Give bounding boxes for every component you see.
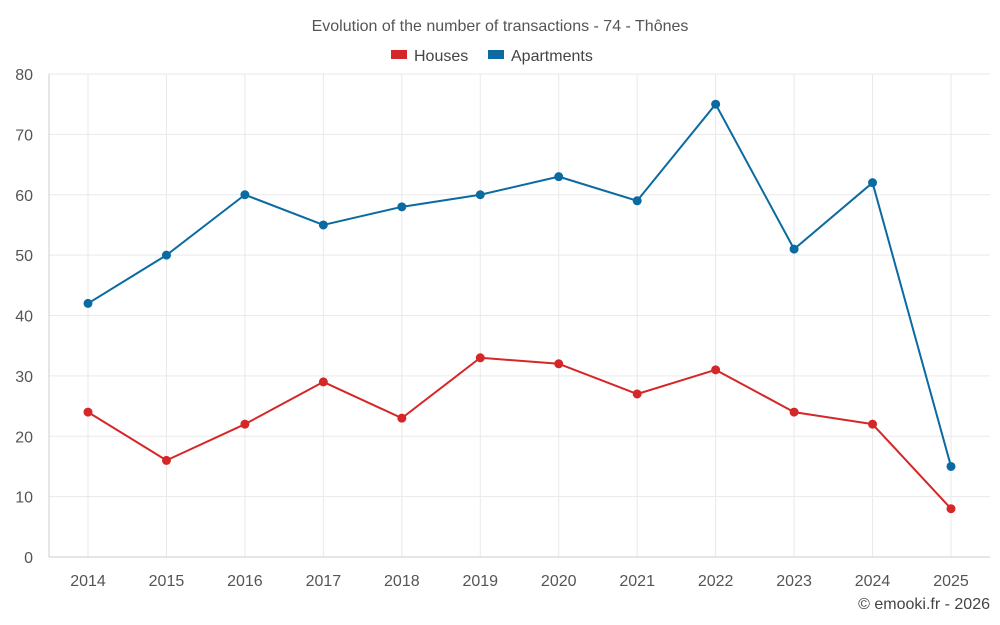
legend-label-houses[interactable]: Houses — [414, 48, 468, 65]
point-houses-2024[interactable] — [868, 419, 878, 429]
point-apartments-2025[interactable] — [946, 461, 956, 471]
y-tick-label-0: 0 — [24, 550, 33, 567]
series-line-apartments — [87, 103, 952, 467]
y-tick-label-70: 70 — [15, 127, 33, 144]
x-tick-label-2023: 2023 — [776, 573, 812, 590]
legend-swatch-houses[interactable] — [391, 50, 407, 59]
point-apartments-2024[interactable] — [868, 178, 878, 188]
point-apartments-2020[interactable] — [554, 172, 564, 182]
y-tick-label-80: 80 — [15, 67, 33, 84]
chart-credit: © emooki.fr - 2026 — [858, 596, 990, 613]
point-houses-2015[interactable] — [161, 455, 171, 465]
x-tick-label-2022: 2022 — [698, 573, 734, 590]
point-apartments-2017[interactable] — [318, 220, 328, 230]
point-apartments-2015[interactable] — [161, 250, 171, 260]
point-houses-2014[interactable] — [83, 407, 93, 417]
point-houses-2023[interactable] — [789, 407, 799, 417]
x-tick-label-2016: 2016 — [227, 573, 263, 590]
axes: 0 10 20 30 40 50 60 70 80 2014 2015 2016 2017 2018 201… — [15, 67, 990, 590]
point-houses-2021[interactable] — [632, 389, 642, 399]
point-apartments-2021[interactable] — [632, 196, 642, 206]
legend-label-apartments[interactable]: Apartments — [511, 48, 593, 65]
point-houses-2020[interactable] — [554, 359, 564, 369]
y-tick-label-20: 20 — [15, 429, 33, 446]
series-line-houses — [87, 356, 952, 510]
chart-title: Evolution of the number of transactions … — [312, 18, 689, 35]
point-houses-2018[interactable] — [397, 413, 407, 423]
x-tick-label-2019: 2019 — [462, 573, 498, 590]
y-tick-label-60: 60 — [15, 188, 33, 205]
point-houses-2022[interactable] — [711, 365, 721, 375]
point-apartments-2019[interactable] — [475, 190, 485, 200]
point-apartments-2016[interactable] — [240, 190, 250, 200]
point-apartments-2022[interactable] — [711, 99, 721, 109]
x-tick-label-2014: 2014 — [70, 573, 106, 590]
x-tick-label-2017: 2017 — [306, 573, 342, 590]
series-apartments — [83, 99, 956, 471]
point-apartments-2018[interactable] — [397, 202, 407, 212]
y-tick-label-10: 10 — [15, 490, 33, 507]
y-tick-label-50: 50 — [15, 248, 33, 265]
legend-swatch-apartments[interactable] — [488, 50, 504, 59]
x-tick-label-2018: 2018 — [384, 573, 420, 590]
grid — [49, 73, 990, 558]
point-apartments-2014[interactable] — [83, 298, 93, 308]
y-tick-label-30: 30 — [15, 369, 33, 386]
x-tick-label-2015: 2015 — [149, 573, 185, 590]
point-houses-2017[interactable] — [318, 377, 328, 387]
point-houses-2019[interactable] — [475, 353, 485, 363]
x-tick-label-2025: 2025 — [933, 573, 969, 590]
point-houses-2025[interactable] — [946, 504, 956, 514]
x-tick-label-2021: 2021 — [619, 573, 655, 590]
x-tick-label-2020: 2020 — [541, 573, 577, 590]
y-tick-label-40: 40 — [15, 309, 33, 326]
x-tick-label-2024: 2024 — [855, 573, 891, 590]
series-houses — [83, 353, 956, 514]
point-apartments-2023[interactable] — [789, 244, 799, 254]
point-houses-2016[interactable] — [240, 419, 250, 429]
series-layer — [83, 99, 956, 514]
legend: Houses Apartments — [391, 48, 593, 65]
